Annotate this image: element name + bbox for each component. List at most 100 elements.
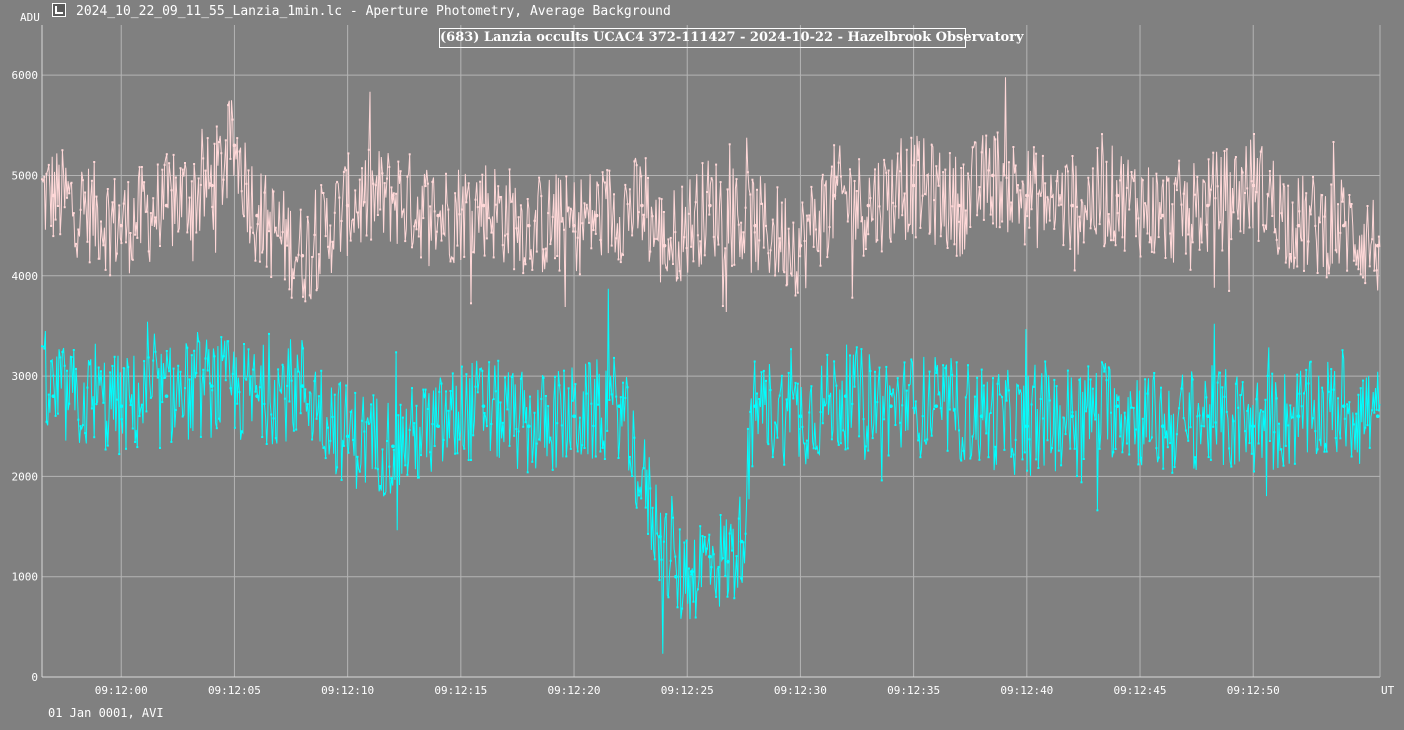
data-point [422, 217, 425, 220]
data-point [778, 394, 781, 397]
data-point [1234, 382, 1237, 385]
data-point [1044, 182, 1047, 185]
data-point [68, 402, 71, 405]
data-point [1305, 192, 1308, 195]
data-point [914, 400, 917, 403]
data-point [59, 356, 62, 359]
data-point [674, 231, 677, 234]
data-point [249, 375, 252, 378]
data-point [955, 254, 958, 257]
data-point [1164, 436, 1167, 439]
data-point [243, 215, 245, 218]
data-point [481, 369, 484, 372]
data-point [97, 257, 100, 260]
data-point [197, 340, 200, 343]
data-point [1128, 208, 1131, 211]
data-point [1091, 167, 1094, 170]
data-point [1296, 265, 1299, 268]
series-point [689, 569, 694, 574]
data-point [465, 201, 468, 204]
data-point [1337, 397, 1339, 400]
data-point [1352, 423, 1355, 426]
data-point [551, 215, 554, 218]
data-point [572, 399, 575, 402]
data-point [1041, 154, 1044, 157]
data-point [948, 152, 951, 155]
data-point [420, 454, 422, 457]
data-point [154, 216, 157, 219]
data-point [136, 236, 139, 239]
data-point [1327, 272, 1330, 275]
data-point [88, 261, 91, 264]
data-point [853, 180, 856, 182]
data-point [1359, 273, 1362, 276]
grid-lines [42, 25, 1380, 677]
data-point [894, 205, 897, 208]
data-point [390, 477, 393, 480]
data-point [647, 532, 649, 535]
data-point [767, 252, 770, 255]
data-point [70, 181, 73, 184]
data-point [190, 180, 193, 183]
data-point [149, 212, 152, 215]
data-point [701, 535, 704, 537]
data-point [1278, 422, 1280, 425]
data-point [760, 371, 763, 374]
data-point [1085, 210, 1088, 213]
data-point [367, 422, 370, 425]
data-point [424, 388, 427, 391]
data-point [1105, 160, 1108, 163]
data-point [1135, 428, 1137, 431]
data-point [1139, 255, 1142, 258]
data-point [801, 425, 804, 428]
data-point [712, 553, 715, 556]
data-point [304, 300, 307, 303]
data-point [202, 157, 205, 160]
data-point [885, 365, 888, 368]
data-point [896, 377, 899, 380]
data-point [796, 382, 799, 385]
data-point [1091, 387, 1094, 390]
data-point [960, 459, 963, 462]
data-point [1003, 174, 1006, 177]
data-point [1303, 269, 1305, 272]
data-point [308, 294, 311, 297]
data-point [1121, 236, 1124, 239]
data-point [279, 389, 282, 392]
data-point [547, 405, 550, 408]
data-point [61, 351, 64, 353]
data-point [1284, 261, 1287, 264]
data-point [692, 260, 695, 263]
data-point [690, 573, 693, 576]
series-point [1115, 193, 1120, 198]
data-point [855, 190, 858, 192]
data-point [633, 160, 636, 163]
data-point [506, 408, 509, 411]
data-point [958, 220, 960, 223]
data-point [878, 366, 881, 369]
data-point [746, 427, 749, 430]
data-point [953, 243, 956, 246]
data-point [177, 364, 180, 367]
data-point [240, 190, 243, 193]
data-point [249, 226, 252, 229]
data-point [1228, 447, 1231, 450]
data-point [894, 424, 897, 426]
data-point [390, 186, 393, 189]
series-point [753, 404, 757, 408]
data-point [830, 438, 833, 441]
data-point [565, 455, 568, 458]
series-point [1296, 414, 1301, 419]
data-point [921, 415, 924, 418]
data-point [744, 532, 747, 535]
data-point [653, 237, 656, 240]
data-point [1200, 424, 1203, 427]
data-point [186, 231, 189, 234]
data-point [442, 232, 445, 235]
data-point [422, 388, 425, 391]
series-point [1160, 213, 1165, 218]
data-point [637, 494, 640, 497]
data-point [790, 272, 792, 275]
data-point [86, 386, 89, 389]
data-point [542, 376, 545, 379]
